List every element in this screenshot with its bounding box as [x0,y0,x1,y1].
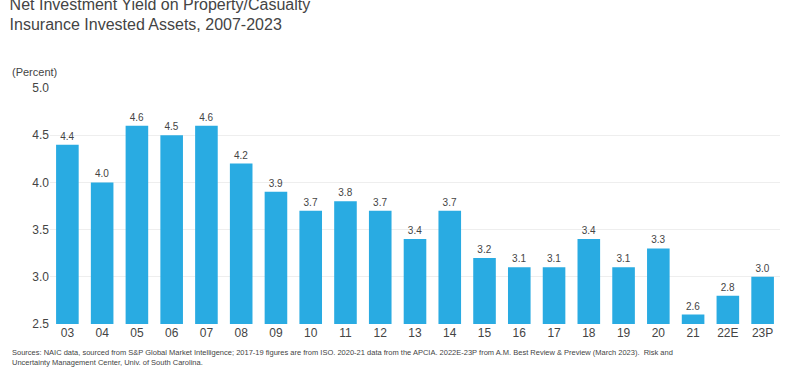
svg-text:18: 18 [582,326,596,340]
svg-text:3.0: 3.0 [755,263,769,274]
svg-text:22E: 22E [717,326,738,340]
svg-text:3.4: 3.4 [582,225,596,236]
svg-text:4.0: 4.0 [95,168,109,179]
svg-text:05: 05 [130,326,144,340]
svg-text:3.0: 3.0 [32,270,49,284]
svg-text:15: 15 [478,326,492,340]
svg-text:4.2: 4.2 [234,150,248,161]
svg-text:3.1: 3.1 [512,253,526,264]
svg-text:10: 10 [304,326,318,340]
svg-text:04: 04 [95,326,109,340]
svg-text:2.5: 2.5 [32,317,49,331]
svg-text:16: 16 [513,326,527,340]
svg-text:07: 07 [200,326,214,340]
svg-text:3.5: 3.5 [32,223,49,237]
svg-text:12: 12 [374,326,388,340]
svg-text:(Percent): (Percent) [12,66,57,78]
svg-text:5.0: 5.0 [32,81,49,95]
svg-text:14: 14 [443,326,457,340]
svg-text:11: 11 [339,326,352,340]
svg-text:Sources: NAIC data, sourced fr: Sources: NAIC data, sourced from S&P Glo… [12,348,673,367]
svg-text:08: 08 [235,326,249,340]
svg-text:03: 03 [61,326,75,340]
svg-text:3.1: 3.1 [616,253,630,264]
svg-text:3.7: 3.7 [304,197,318,208]
svg-text:3.8: 3.8 [338,187,352,198]
svg-text:4.4: 4.4 [60,131,74,142]
svg-text:4.0: 4.0 [32,176,49,190]
svg-text:4.6: 4.6 [130,112,144,123]
svg-text:4.5: 4.5 [32,128,49,142]
svg-text:4.6: 4.6 [199,112,213,123]
svg-text:13: 13 [408,326,422,340]
svg-text:2.8: 2.8 [721,282,735,293]
svg-text:2.6: 2.6 [686,301,700,312]
svg-text:19: 19 [617,326,631,340]
svg-text:4.5: 4.5 [164,121,178,132]
svg-text:3.2: 3.2 [477,244,491,255]
svg-text:3.9: 3.9 [269,178,283,189]
svg-text:3.4: 3.4 [408,225,422,236]
svg-text:09: 09 [269,326,283,340]
svg-text:17: 17 [547,326,561,340]
svg-text:3.3: 3.3 [651,234,665,245]
svg-text:23P: 23P [752,326,773,340]
svg-text:3.1: 3.1 [547,253,561,264]
svg-text:3.7: 3.7 [373,197,387,208]
svg-text:Net Investment Yield on Proper: Net Investment Yield on Property/Casualt… [10,0,311,33]
svg-text:3.7: 3.7 [443,197,457,208]
svg-text:21: 21 [686,326,700,340]
svg-text:20: 20 [652,326,666,340]
svg-text:06: 06 [165,326,179,340]
